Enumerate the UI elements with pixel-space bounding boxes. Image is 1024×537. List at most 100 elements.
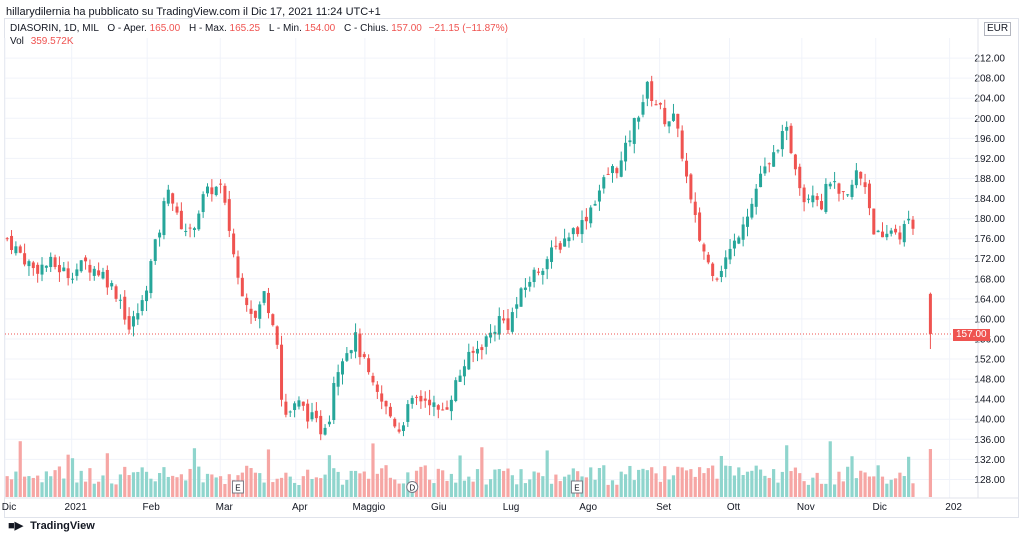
candle-body xyxy=(658,102,662,105)
volume-bar xyxy=(715,478,719,497)
candle-body xyxy=(584,216,588,222)
volume-bar xyxy=(83,481,88,497)
volume-bar xyxy=(114,484,118,497)
volume-bar xyxy=(358,473,362,497)
volume-bar xyxy=(488,479,493,497)
volume-bar xyxy=(423,465,427,497)
candle-body xyxy=(898,232,902,240)
volume-bar xyxy=(911,483,915,497)
time-tick-label: 202 xyxy=(945,502,962,513)
volume-bar xyxy=(802,481,806,497)
candle-body xyxy=(301,401,305,406)
volume-bar xyxy=(105,453,109,497)
candle-body xyxy=(240,277,244,297)
time-tick-label: Ago xyxy=(579,502,597,513)
candle-body xyxy=(84,257,88,262)
volume-bar xyxy=(493,469,497,497)
volume-bar xyxy=(192,448,197,497)
candle-body xyxy=(902,224,906,243)
volume-bar xyxy=(793,467,798,497)
volume-bar xyxy=(184,480,188,497)
volume-bar xyxy=(645,470,649,497)
candle-body xyxy=(563,238,567,247)
candle-body xyxy=(519,288,523,307)
candle-body xyxy=(145,290,149,302)
volume-bar xyxy=(811,477,815,497)
candle-body xyxy=(371,375,375,383)
volume-bar xyxy=(197,466,201,497)
volume-bar xyxy=(758,469,763,497)
candle-body xyxy=(258,304,262,319)
candle-body xyxy=(27,261,31,267)
volume-bar xyxy=(554,474,558,497)
price-tick-label: 144.00 xyxy=(974,395,1005,406)
volume-bar xyxy=(292,482,297,497)
volume-bar xyxy=(262,482,266,497)
candle-body xyxy=(62,267,66,272)
open-label: O - Aper. xyxy=(107,23,147,34)
candle-body xyxy=(654,104,658,106)
candle-body xyxy=(384,400,388,407)
price-tick-label: 148.00 xyxy=(974,375,1005,386)
candle-body xyxy=(467,351,471,370)
volume-bar xyxy=(136,471,140,497)
volume-bar xyxy=(602,465,606,497)
candle-body xyxy=(776,150,780,152)
candle-body xyxy=(528,281,532,287)
volume-bar xyxy=(545,450,549,497)
volume-bar xyxy=(432,483,436,497)
volume-bar xyxy=(18,441,22,497)
symbol-label[interactable]: DIASORIN, 1D, MIL xyxy=(10,23,99,34)
volume-bar xyxy=(841,481,845,497)
volume-bar xyxy=(523,483,528,497)
price-tick-label: 192.00 xyxy=(974,154,1005,165)
price-tick-label: 152.00 xyxy=(974,355,1005,366)
footer-brand[interactable]: ■▶ TradingView xyxy=(8,519,95,532)
volume-bar xyxy=(201,482,205,497)
currency-selector[interactable]: EUR xyxy=(984,22,1012,36)
candle-body xyxy=(624,142,628,162)
candle-body xyxy=(153,239,157,261)
volume-bar xyxy=(497,469,501,497)
candle-body xyxy=(53,257,57,267)
volume-bar xyxy=(502,470,506,497)
volume-bar xyxy=(832,484,837,497)
volume-bar xyxy=(763,475,767,497)
volume-bar xyxy=(340,484,345,497)
time-tick-label: Feb xyxy=(143,502,161,513)
candle-body xyxy=(780,131,784,150)
volume-bar xyxy=(789,471,793,497)
candle-body xyxy=(911,219,915,229)
candle-body xyxy=(667,121,671,127)
candle-body xyxy=(419,395,423,402)
volume-bar xyxy=(693,476,697,497)
candle-body xyxy=(820,200,824,210)
volume-bar xyxy=(663,466,667,497)
candle-body xyxy=(567,237,571,242)
candle-body xyxy=(179,210,183,230)
volume-bar xyxy=(837,471,841,497)
volume-bar xyxy=(567,474,571,497)
volume-bar xyxy=(867,476,872,497)
earnings-marker xyxy=(231,480,244,494)
candle-body xyxy=(118,299,122,301)
volume-bar xyxy=(449,473,453,497)
volume-bar xyxy=(885,483,889,497)
candle-body xyxy=(741,224,745,240)
candle-body xyxy=(428,399,432,406)
volume-bar xyxy=(5,476,9,497)
volume-bar xyxy=(528,479,532,497)
candle-body xyxy=(541,270,545,275)
candle-body xyxy=(336,372,340,387)
time-tick-label: Ott xyxy=(727,502,741,513)
volume-bar xyxy=(97,481,101,497)
candle-body xyxy=(907,218,911,221)
candle-body xyxy=(71,278,74,280)
candle-body xyxy=(867,183,871,209)
volume-bar xyxy=(179,474,183,497)
candle-body xyxy=(545,259,549,270)
volume-bar xyxy=(519,469,523,497)
volume-bar xyxy=(271,482,275,497)
volume-bar xyxy=(297,484,301,497)
